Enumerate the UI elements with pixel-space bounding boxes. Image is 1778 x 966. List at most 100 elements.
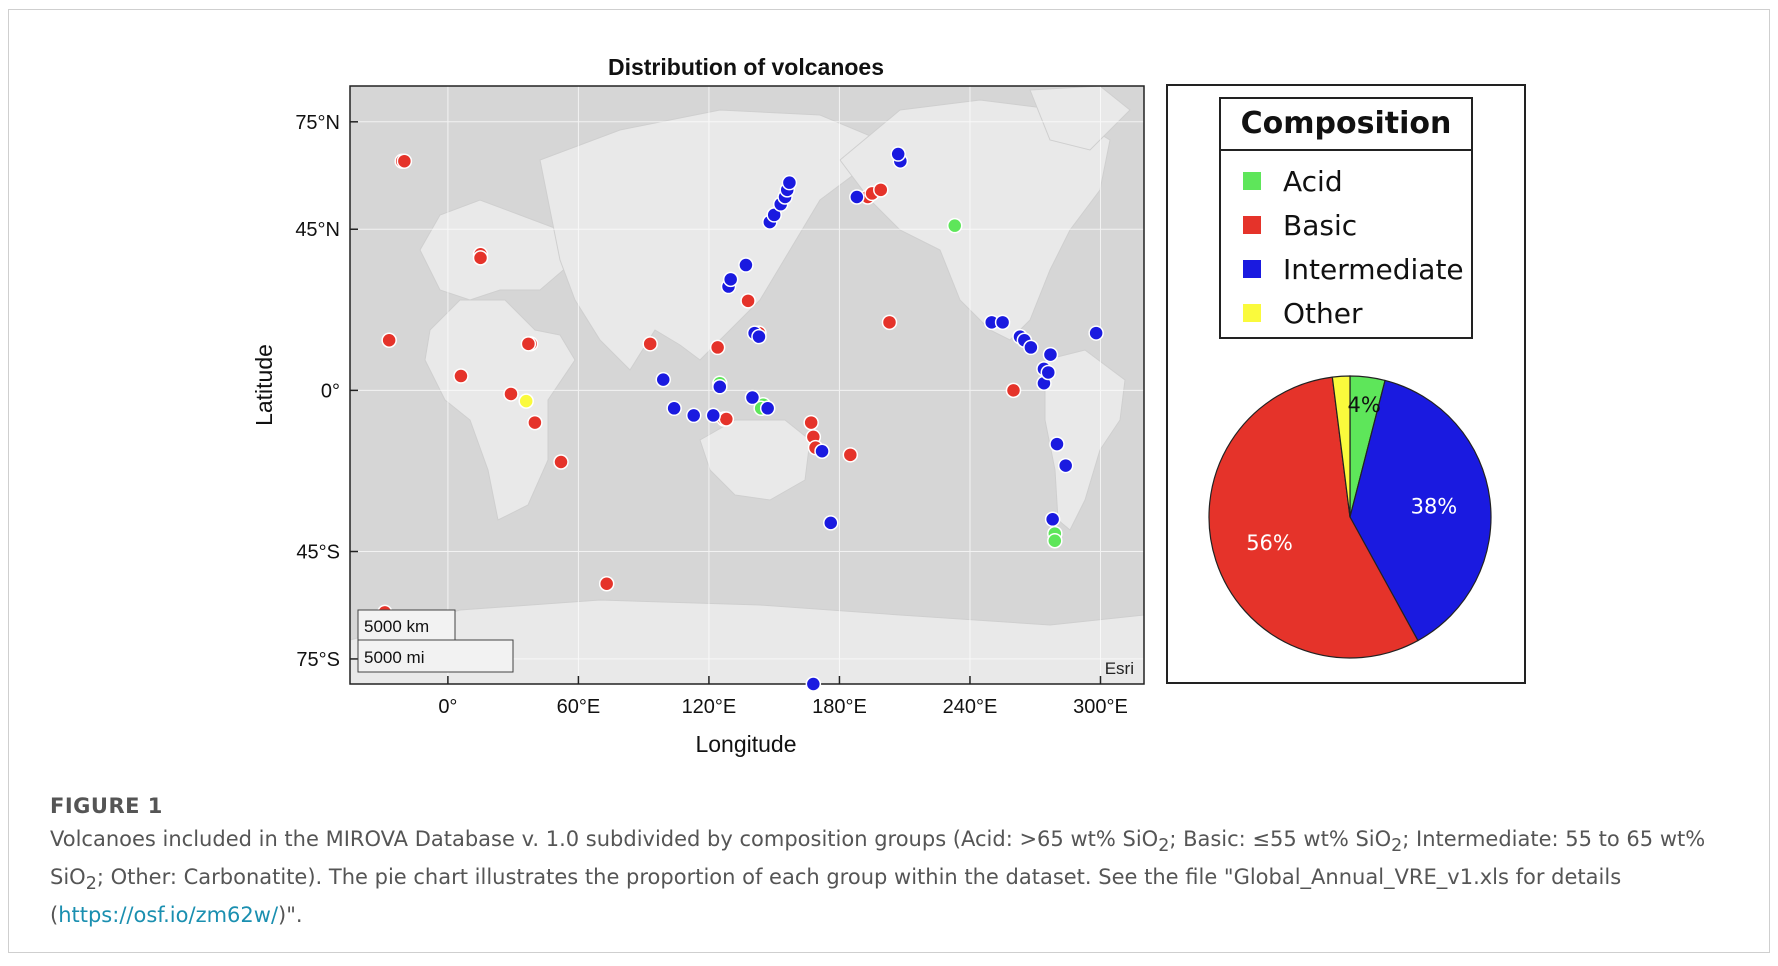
legend-swatch-intermediate — [1243, 260, 1261, 278]
volcano-point-intermediate — [1040, 364, 1057, 381]
map-points — [377, 146, 1104, 692]
volcano-point-basic — [520, 336, 537, 352]
legend: Composition Acid Basic Intermediate Othe… — [1219, 97, 1473, 339]
y-axis-label: Latitude — [251, 344, 277, 426]
x-tick-label: 240°E — [943, 696, 998, 718]
legend-swatch-acid — [1243, 172, 1261, 190]
volcano-point-basic — [598, 575, 615, 592]
volcano-point-basic — [472, 250, 489, 266]
volcano-point-basic — [881, 314, 898, 331]
y-tick-label: 75°N — [295, 112, 340, 134]
map-chart: Distribution of volcanoes 0° 60°E 120°E 180… — [251, 54, 1145, 757]
caption-text-5: )". — [278, 903, 303, 928]
chart-title: Distribution of volcanoes — [608, 54, 884, 80]
legend-title: Composition — [1221, 99, 1471, 151]
volcano-point-intermediate — [705, 407, 722, 424]
legend-label-other: Other — [1283, 296, 1363, 330]
legend-label-intermediate: Intermediate — [1283, 252, 1464, 286]
volcano-point-intermediate — [751, 328, 767, 345]
landmass-africa — [424, 299, 576, 521]
volcano-point-intermediate — [849, 189, 865, 205]
scale-mi-label: 5000 mi — [364, 648, 424, 667]
legend-label-acid: Acid — [1283, 164, 1343, 198]
volcano-point-intermediate — [994, 314, 1011, 331]
basemap-credit: Esri — [1105, 659, 1134, 678]
volcano-point-intermediate — [1088, 325, 1104, 341]
legend-label-basic: Basic — [1283, 208, 1358, 242]
caption-link[interactable]: https://osf.io/zm62w/ — [58, 903, 279, 928]
x-tick-label: 300°E — [1073, 696, 1128, 718]
volcano-point-intermediate — [712, 379, 728, 395]
caption-text-2: ; Basic: ≤55 wt% SiO — [1169, 827, 1392, 851]
caption-text-4: ; Other: Carbonatite). The pie chart ill… — [50, 865, 1622, 928]
volcano-point-basic — [381, 332, 397, 348]
volcano-point-intermediate — [685, 407, 702, 424]
volcano-point-intermediate — [1049, 436, 1065, 452]
basemap — [350, 86, 1144, 684]
volcano-point-intermediate — [655, 371, 671, 388]
x-tick-label: 0° — [438, 696, 457, 718]
volcano-point-basic — [803, 414, 819, 431]
volcano-point-intermediate — [759, 400, 776, 417]
figure-frame — [8, 9, 1770, 953]
volcano-point-intermediate — [738, 257, 754, 273]
y-tick-label: 45°N — [295, 219, 340, 241]
volcano-point-intermediate — [890, 146, 906, 162]
volcano-point-intermediate — [823, 515, 839, 531]
x-tick-label: 180°E — [812, 696, 867, 718]
volcano-point-intermediate — [722, 271, 739, 288]
scale-km-label: 5000 km — [364, 617, 429, 636]
y-tick-label: 45°S — [296, 542, 340, 564]
caption-text-1: Volcanoes included in the MIROVA Databas… — [50, 827, 1159, 851]
pie-label-basic: 56% — [1246, 531, 1293, 555]
landmass-australia — [699, 419, 811, 501]
volcano-point-basic — [553, 454, 569, 470]
x-axis-label: Longitude — [695, 731, 796, 757]
volcano-point-basic — [873, 182, 889, 198]
pie-label-intermediate: 38% — [1411, 494, 1458, 518]
volcano-point-intermediate — [666, 400, 682, 417]
volcano-point-basic — [1005, 382, 1022, 399]
volcano-point-basic — [718, 411, 735, 427]
scale-bar: 5000 km 5000 mi — [357, 609, 514, 673]
legend-swatch-other — [1243, 304, 1261, 322]
volcano-point-intermediate — [1023, 339, 1039, 356]
volcano-point-acid — [946, 217, 963, 234]
y-tick-label: 75°S — [296, 649, 340, 671]
volcano-point-basic — [396, 153, 413, 169]
volcano-point-basic — [527, 414, 543, 431]
volcano-point-basic — [740, 293, 756, 309]
x-tick-label: 120°E — [682, 696, 737, 718]
volcano-point-other — [518, 393, 534, 409]
volcano-point-basic — [453, 368, 469, 384]
pie-label-acid: 4% — [1347, 393, 1380, 417]
figure-label: FIGURE 1 — [50, 794, 163, 818]
caption-text-3: ; Intermediate: 55 to 65 wt% SiO — [50, 827, 1706, 890]
landmass-antarctica — [350, 599, 1144, 684]
legend-item-acid: Acid — [1243, 161, 1343, 201]
volcano-point-intermediate — [781, 174, 798, 191]
figure-caption: Volcanoes included in the MIROVA Databas… — [50, 824, 1750, 931]
volcano-point-basic — [642, 336, 658, 352]
volcano-point-intermediate — [1044, 511, 1061, 528]
pie-slice-other — [1331, 375, 1351, 518]
volcano-point-basic — [842, 447, 859, 463]
y-tick-label: 0° — [321, 380, 340, 402]
landmass-south-america — [1044, 349, 1126, 531]
volcano-point-basic — [503, 386, 519, 402]
volcano-point-intermediate — [805, 676, 822, 692]
pie-chart: 4% 38% 56% — [1208, 375, 1492, 659]
caption-sub-2: 2 — [1391, 836, 1403, 857]
legend-swatch-basic — [1243, 216, 1261, 234]
axis-ticks: 0° 60°E 120°E 180°E 240°E 300°E 75°N 45°N 0° 45°S… — [295, 112, 1128, 718]
volcano-point-intermediate — [814, 443, 830, 459]
caption-sub-3: 2 — [85, 874, 97, 895]
legend-item-intermediate: Intermediate — [1243, 249, 1464, 289]
legend-item-other: Other — [1243, 293, 1363, 333]
pie-slice-intermediate — [1349, 379, 1492, 642]
volcano-point-intermediate — [1042, 346, 1059, 363]
volcano-point-intermediate — [744, 389, 761, 406]
map-frame — [349, 85, 1145, 685]
x-tick-label: 60°E — [557, 696, 601, 718]
pie-slice-basic — [1208, 376, 1419, 659]
